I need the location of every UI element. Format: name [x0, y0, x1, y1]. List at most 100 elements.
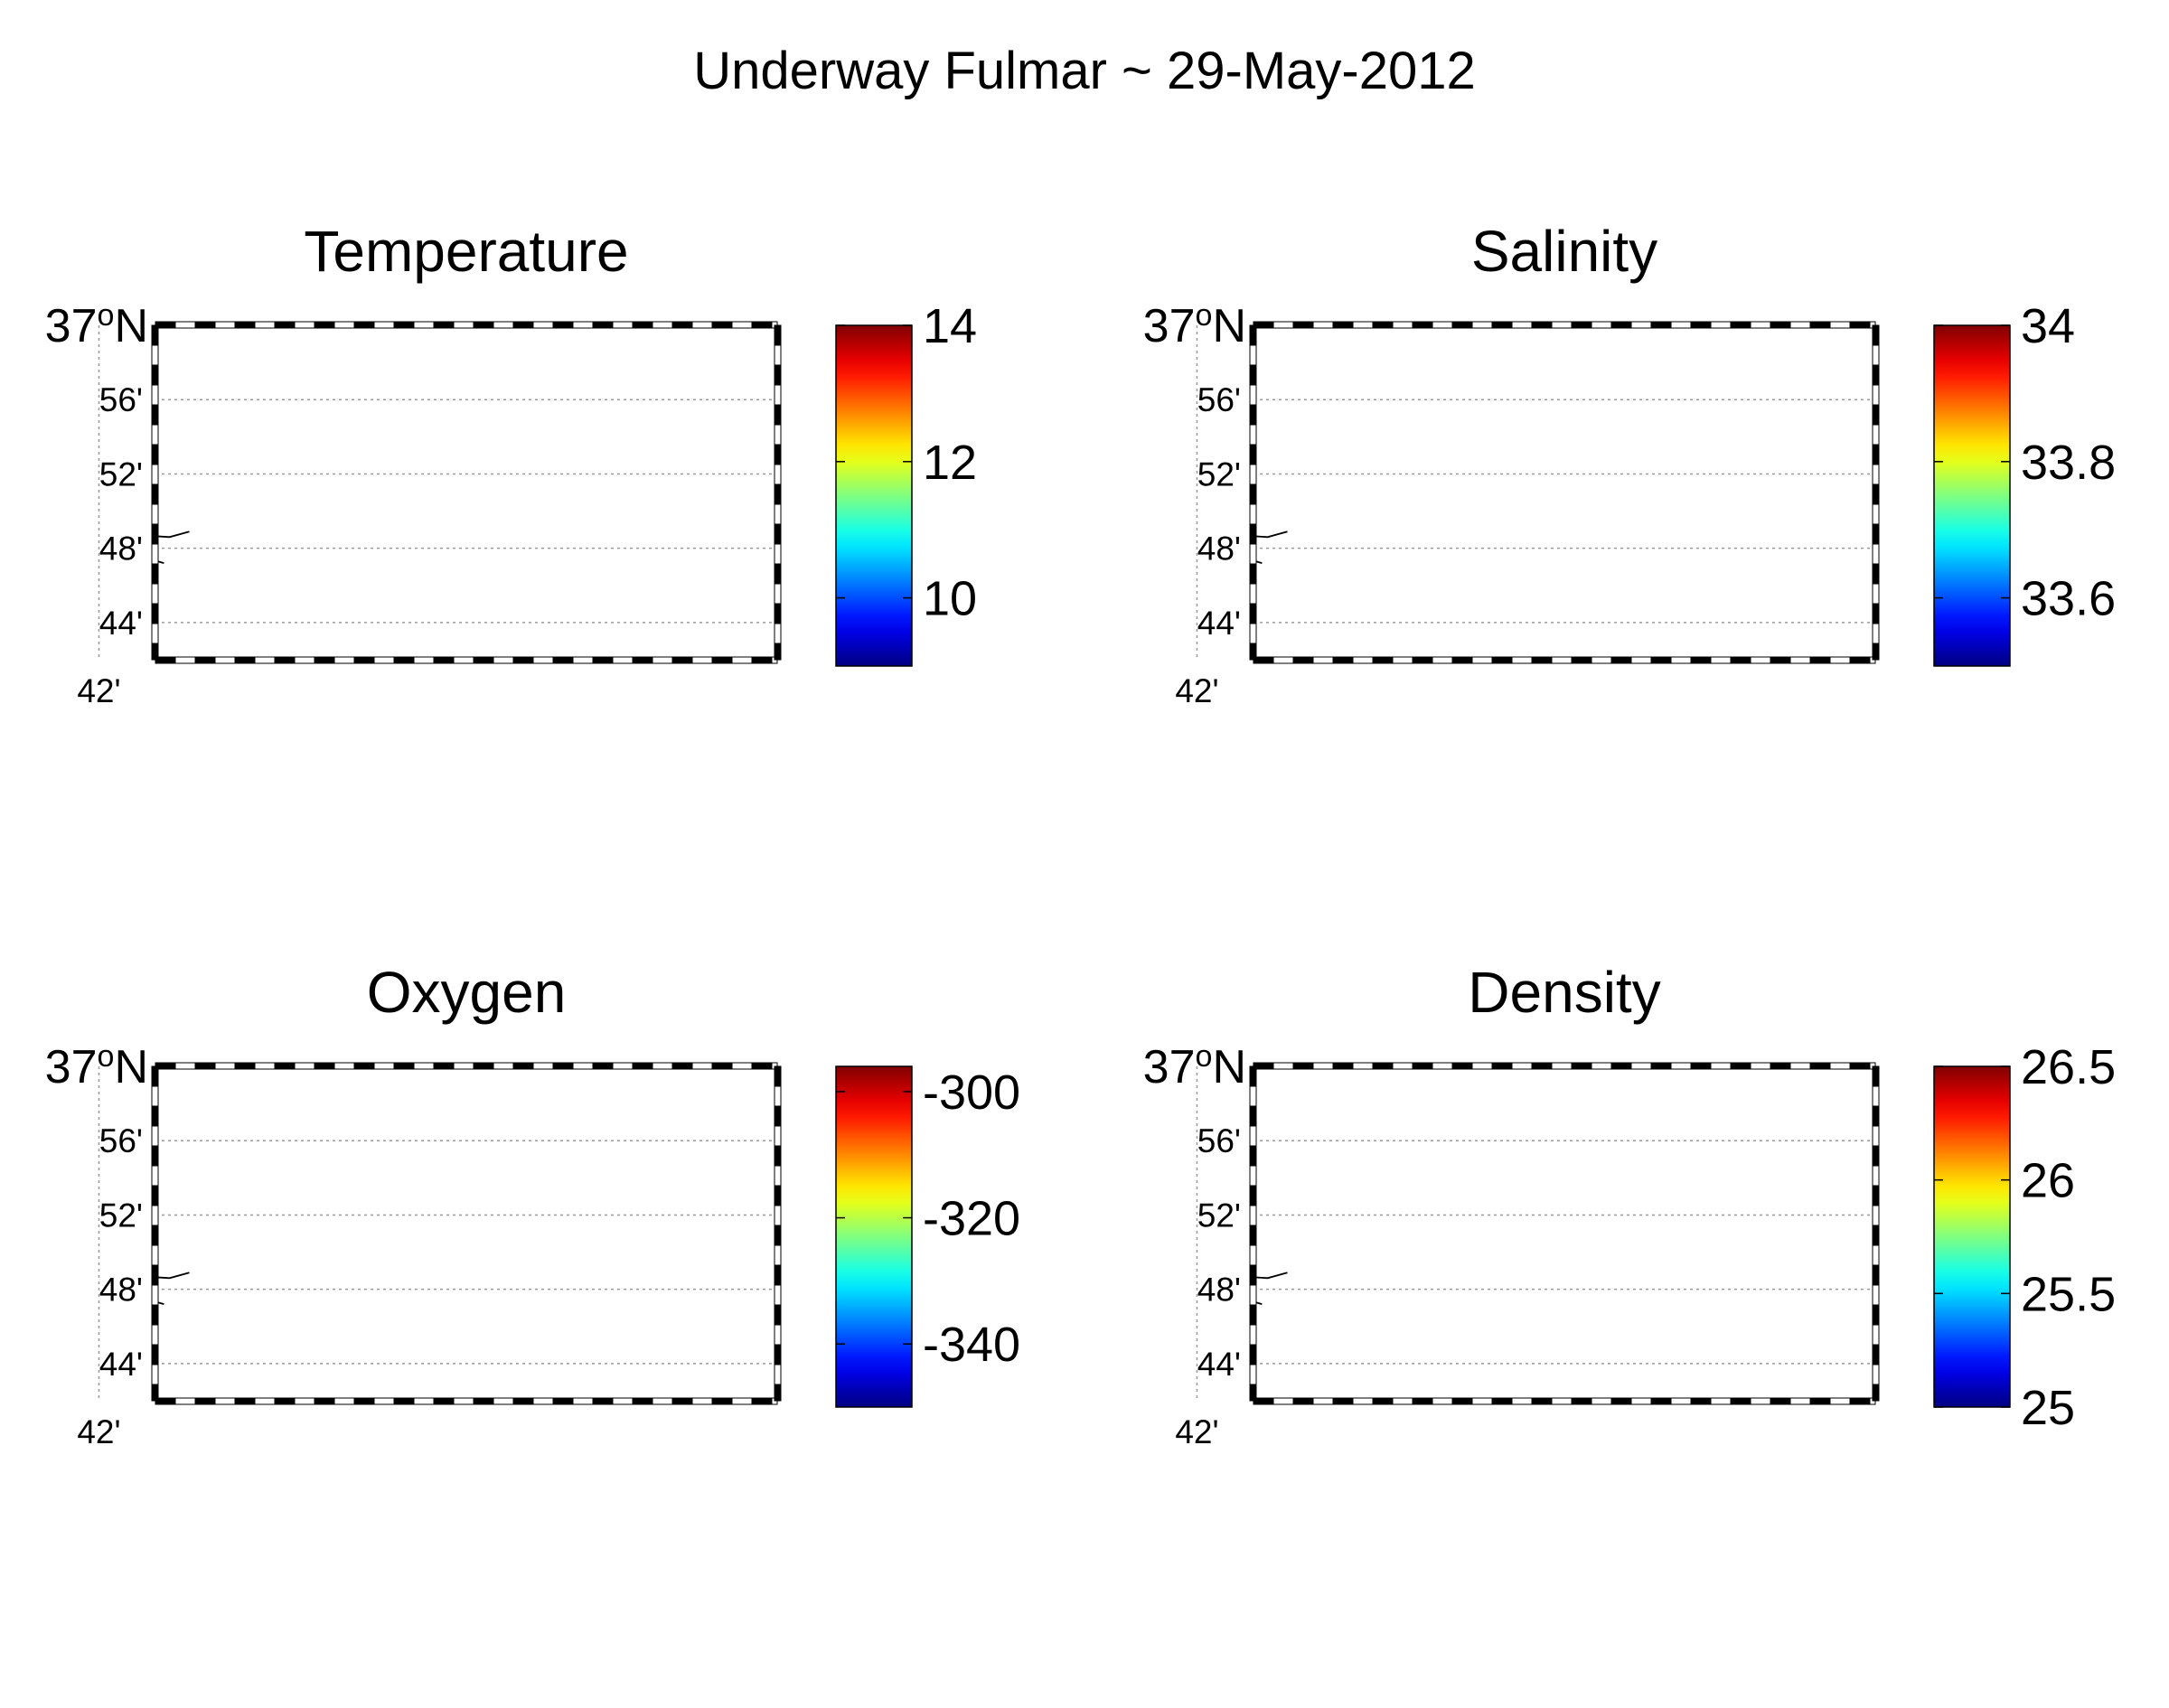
- density-panel: Density18'12'6'54'48'42'122oW44'48'52'56…: [1098, 958, 2169, 1708]
- frame-segment: [1872, 523, 1880, 545]
- frame-segment: [1770, 656, 1791, 664]
- frame-segment: [1249, 523, 1257, 545]
- frame-segment: [1312, 321, 1334, 329]
- frame-segment: [1829, 1397, 1851, 1405]
- colorbar-gradient: [835, 1065, 913, 1408]
- frame-segment: [632, 1062, 653, 1070]
- frame-outline: [155, 1065, 778, 1402]
- frame-segment: [151, 424, 159, 446]
- frame-outline: [1253, 1065, 1876, 1402]
- frame-segment: [194, 1062, 216, 1070]
- harbor-line: [155, 1272, 190, 1280]
- frame-segment: [174, 1397, 196, 1405]
- frame-segment: [1789, 1062, 1811, 1070]
- frame-segment: [1591, 656, 1612, 664]
- chart-svg: Salinity18'12'6'54'48'42'122oW44'48'52'5…: [1143, 219, 2116, 709]
- data-point: [42, 1270, 65, 1293]
- frame-segment: [151, 483, 159, 505]
- frame-segment: [711, 656, 733, 664]
- frame-segment: [151, 1384, 159, 1402]
- frame-segment: [151, 1344, 159, 1365]
- frame-segment: [194, 656, 216, 664]
- frame-segment: [691, 1062, 713, 1070]
- frame-segment: [1770, 1062, 1791, 1070]
- frame-segment: [473, 656, 494, 664]
- frame-segment: [214, 321, 236, 329]
- frame-segment: [473, 1062, 494, 1070]
- frame-segment: [1292, 1397, 1314, 1405]
- colorbar-tick-label: -300: [923, 1065, 1020, 1120]
- frame-segment: [1730, 1397, 1751, 1405]
- frame-segment: [1432, 656, 1453, 664]
- frame-segment: [1872, 1065, 1880, 1087]
- frame-segment: [1872, 464, 1880, 485]
- frame-segment: [1750, 321, 1771, 329]
- frame-segment: [1249, 1185, 1257, 1206]
- frame-segment: [1272, 321, 1294, 329]
- frame-segment: [1249, 1324, 1257, 1346]
- frame-segment: [151, 1165, 159, 1187]
- frame-segment: [572, 1397, 594, 1405]
- frame-segment: [711, 1062, 733, 1070]
- frame-segment: [1872, 364, 1880, 386]
- frame-outline: [155, 324, 778, 661]
- chart-svg: Oxygen18'12'6'54'48'42'122oW44'48'52'56'…: [42, 960, 1020, 1450]
- data-point: [1098, 1266, 1102, 1290]
- frame-segment: [1272, 1062, 1294, 1070]
- colorbar-tick-label: 10: [923, 572, 977, 626]
- data-point: [1171, 1270, 1195, 1293]
- frame-segment: [1312, 1062, 1334, 1070]
- frame-segment: [373, 1062, 395, 1070]
- frame-segment: [393, 1397, 415, 1405]
- frame-segment: [552, 656, 574, 664]
- frame-segment: [774, 1244, 782, 1266]
- frame-segment: [1872, 404, 1880, 426]
- frame-segment: [612, 321, 634, 329]
- lat-tick-label: 52': [1197, 1197, 1241, 1234]
- frame-segment: [294, 1062, 315, 1070]
- frame-segment: [1872, 1125, 1880, 1147]
- frame-segment: [151, 1284, 159, 1306]
- lat-tick-label: 52': [1197, 455, 1241, 493]
- data-point: [59, 1270, 82, 1293]
- frame-segment: [1249, 503, 1257, 525]
- frame-segment: [1249, 1145, 1257, 1167]
- frame-segment: [751, 656, 773, 664]
- harbor-line: [1254, 530, 1288, 539]
- lat-tick-label: 44': [1197, 1346, 1241, 1383]
- frame-segment: [1511, 1397, 1533, 1405]
- frame-segment: [774, 503, 782, 525]
- frame-segment: [1809, 656, 1831, 664]
- frame-segment: [1872, 1384, 1880, 1402]
- frame-segment: [1551, 1062, 1573, 1070]
- frame-segment: [1249, 1165, 1257, 1187]
- lat-tick-label: 56': [1197, 381, 1241, 418]
- frame-segment: [453, 656, 474, 664]
- frame-segment: [774, 1264, 782, 1286]
- frame-segment: [1872, 1244, 1880, 1266]
- frame-segment: [151, 1244, 159, 1266]
- panel-title: Density: [1468, 960, 1660, 1025]
- frame-segment: [353, 656, 375, 664]
- frame-segment: [774, 1165, 782, 1187]
- frame-segment: [592, 656, 614, 664]
- data-point: [3, 527, 26, 550]
- frame-segment: [1272, 1397, 1294, 1405]
- frame-segment: [1610, 1397, 1632, 1405]
- frame-segment: [453, 1062, 474, 1070]
- colorbar-gradient: [835, 324, 913, 667]
- frame-segment: [294, 656, 315, 664]
- frame-segment: [1312, 1397, 1334, 1405]
- frame-segment: [333, 321, 355, 329]
- frame-segment: [1872, 384, 1880, 406]
- lat-tick-label: 56': [99, 381, 143, 418]
- map-frame: [151, 321, 782, 664]
- frame-segment: [1690, 656, 1712, 664]
- lat-tick-label: 56': [1197, 1122, 1241, 1159]
- frame-segment: [194, 1397, 216, 1405]
- lon-tick-label: 42': [77, 1413, 120, 1450]
- frame-segment: [652, 321, 673, 329]
- frame-segment: [774, 563, 782, 585]
- data-point: [1123, 1268, 1147, 1291]
- colorbar: -340 -320 -300: [835, 1065, 1020, 1408]
